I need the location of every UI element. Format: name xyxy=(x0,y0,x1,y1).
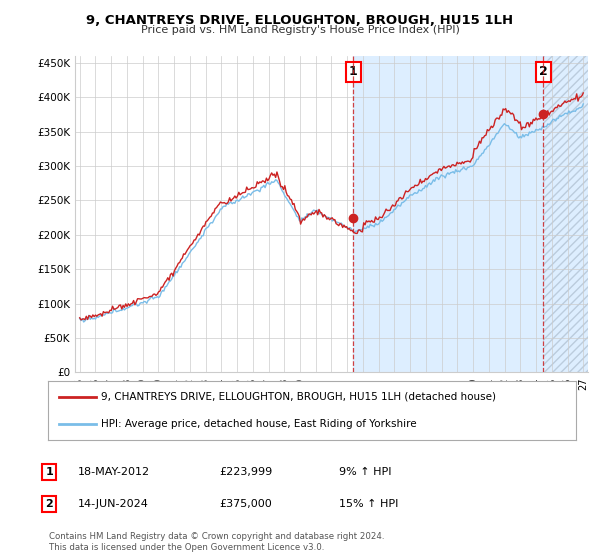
Text: 14-JUN-2024: 14-JUN-2024 xyxy=(78,499,149,509)
Text: 9, CHANTREYS DRIVE, ELLOUGHTON, BROUGH, HU15 1LH: 9, CHANTREYS DRIVE, ELLOUGHTON, BROUGH, … xyxy=(86,14,514,27)
Text: Price paid vs. HM Land Registry's House Price Index (HPI): Price paid vs. HM Land Registry's House … xyxy=(140,25,460,35)
Text: 15% ↑ HPI: 15% ↑ HPI xyxy=(339,499,398,509)
Text: 2: 2 xyxy=(539,66,548,78)
Bar xyxy=(353,56,543,372)
Text: 2: 2 xyxy=(46,499,53,509)
Text: 9, CHANTREYS DRIVE, ELLOUGHTON, BROUGH, HU15 1LH (detached house): 9, CHANTREYS DRIVE, ELLOUGHTON, BROUGH, … xyxy=(101,391,496,402)
Text: £375,000: £375,000 xyxy=(219,499,272,509)
Text: 1: 1 xyxy=(46,467,53,477)
Text: 18-MAY-2012: 18-MAY-2012 xyxy=(78,467,150,477)
Bar xyxy=(543,56,588,372)
Text: £223,999: £223,999 xyxy=(219,467,272,477)
Text: Contains HM Land Registry data © Crown copyright and database right 2024.
This d: Contains HM Land Registry data © Crown c… xyxy=(49,532,385,552)
Text: 9% ↑ HPI: 9% ↑ HPI xyxy=(339,467,391,477)
Text: HPI: Average price, detached house, East Riding of Yorkshire: HPI: Average price, detached house, East… xyxy=(101,419,416,429)
Text: 1: 1 xyxy=(349,66,358,78)
